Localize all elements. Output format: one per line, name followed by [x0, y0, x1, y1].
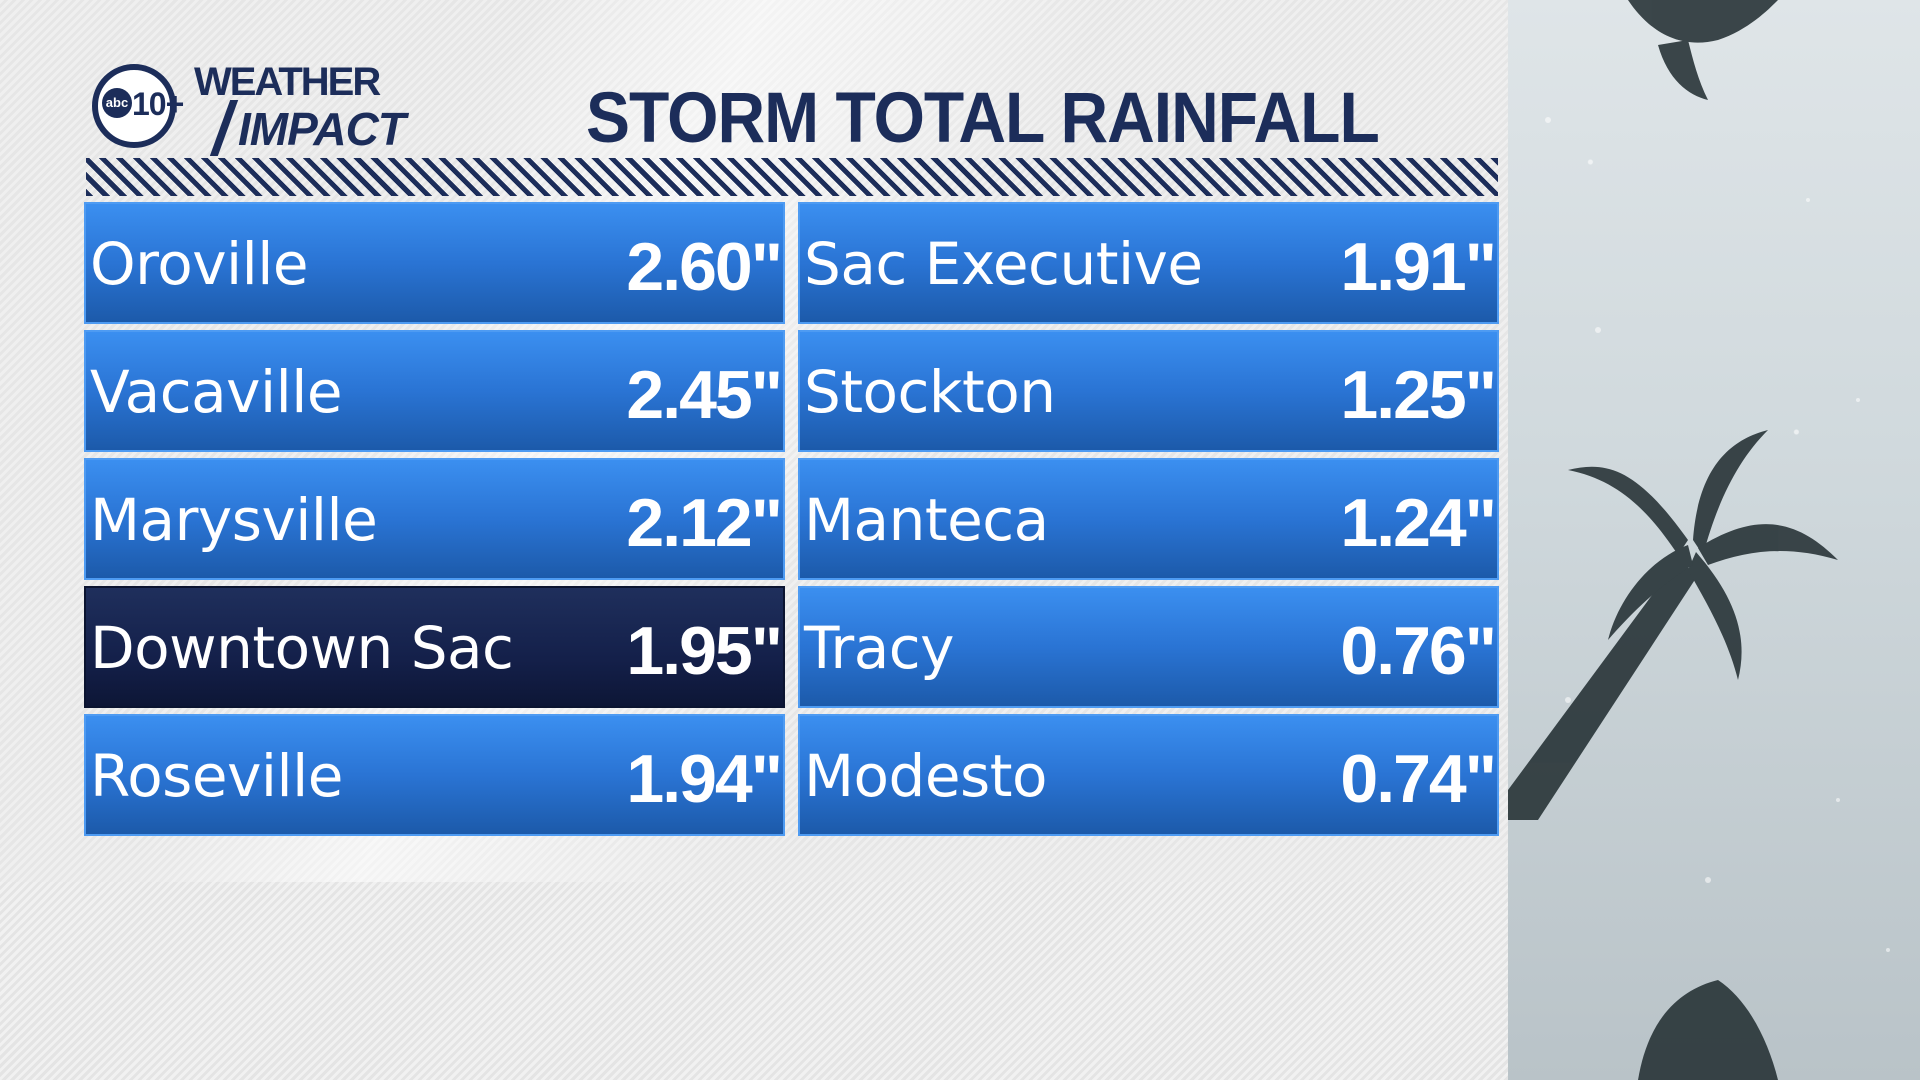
rainfall-value: 1.91": [1340, 229, 1497, 305]
abc-logo-icon: abc: [102, 88, 132, 118]
rainfall-value: 2.45": [626, 357, 783, 433]
rainfall-value: 0.74": [1340, 741, 1497, 817]
rainfall-value: 2.60": [626, 229, 783, 305]
city-name: Manteca: [804, 486, 1049, 554]
city-name: Sac Executive: [804, 230, 1203, 298]
city-name: Marysville: [90, 486, 378, 554]
rain-window-photo: [1508, 0, 1920, 1080]
rainfall-value: 1.95": [626, 613, 783, 689]
logo-ring: [92, 64, 176, 148]
city-name: Stockton: [804, 358, 1056, 426]
city-name: Modesto: [804, 742, 1047, 810]
rainfall-value: 1.24": [1340, 485, 1497, 561]
graphic-title: STORM TOTAL RAINFALL: [586, 77, 1380, 157]
rainfall-value: 2.12": [626, 485, 783, 561]
logo-channel-number: 10+: [132, 86, 184, 122]
rainfall-row: Vacaville 2.45": [84, 330, 785, 452]
logo-weather-text: WEATHER: [194, 60, 381, 104]
city-name: Vacaville: [90, 358, 343, 426]
rainfall-row: Manteca 1.24": [798, 458, 1499, 580]
rainfall-row: Roseville 1.94": [84, 714, 785, 836]
city-name: Oroville: [90, 230, 309, 298]
rainfall-value: 0.76": [1340, 613, 1497, 689]
palm-tree-silhouette: [1508, 0, 1890, 1080]
rainfall-row: Modesto 0.74": [798, 714, 1499, 836]
rainfall-row: Sac Executive 1.91": [798, 202, 1499, 324]
city-name: Tracy: [804, 614, 955, 682]
rainfall-row-highlighted: Downtown Sac 1.95": [84, 586, 785, 708]
logo-slash-mark: [209, 100, 239, 156]
hatch-divider: [86, 158, 1498, 196]
city-name: Roseville: [90, 742, 343, 810]
station-logo: abc 10+ WEATHER IMPACT: [88, 60, 448, 158]
rainfall-value: 1.94": [626, 741, 783, 817]
left-rainfall-column: Oroville 2.60" Vacaville 2.45" Marysvill…: [84, 202, 785, 842]
logo-impact-text: IMPACT: [238, 103, 406, 155]
rainfall-row: Tracy 0.76": [798, 586, 1499, 708]
city-name: Downtown Sac: [90, 614, 514, 682]
rainfall-value: 1.25": [1340, 357, 1497, 433]
lower-band: [0, 882, 1508, 1080]
rainfall-row: Oroville 2.60": [84, 202, 785, 324]
right-rainfall-column: Sac Executive 1.91" Stockton 1.25" Mante…: [798, 202, 1499, 842]
rainfall-row: Marysville 2.12": [84, 458, 785, 580]
rainfall-row: Stockton 1.25": [798, 330, 1499, 452]
